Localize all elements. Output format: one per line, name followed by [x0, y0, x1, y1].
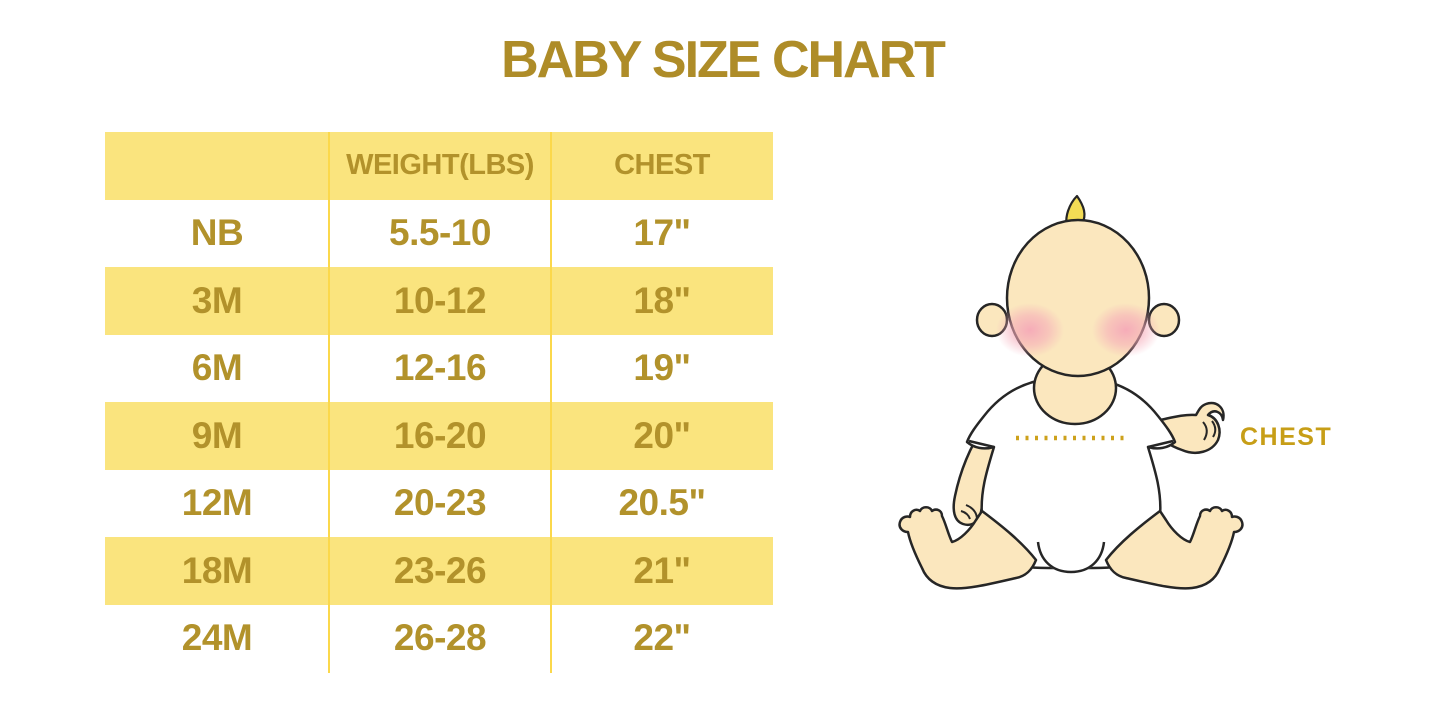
size-cell: 3M	[191, 279, 243, 321]
chest-cell: 20"	[633, 414, 691, 456]
weight-cell: 23-26	[393, 549, 487, 591]
size-cell: 12M	[181, 482, 253, 524]
size-cell: 6M	[191, 347, 243, 389]
table-header-row: WEIGHT(LBS) CHEST	[105, 132, 773, 200]
table-row: 9M 16-20 20"	[105, 402, 773, 470]
baby-left-cheek-blush	[996, 303, 1064, 357]
weight-cell: 5.5-10	[389, 212, 491, 254]
baby-diaper	[1036, 532, 1106, 574]
chest-cell: 20.5"	[618, 482, 706, 524]
baby-left-leg	[898, 506, 1038, 590]
column-header-chest: CHEST	[614, 149, 710, 182]
chest-label: CHEST	[1240, 423, 1333, 451]
column-divider	[549, 132, 553, 673]
size-cell: 9M	[191, 414, 243, 456]
page-title: BABY SIZE CHART	[501, 31, 946, 89]
weight-cell: 26-28	[393, 617, 487, 659]
chest-cell: 18"	[633, 279, 691, 321]
weight-cell: 20-23	[393, 482, 487, 524]
table-row: 3M 10-12 18"	[105, 267, 773, 335]
chest-cell: 17"	[633, 212, 691, 254]
weight-cell: 16-20	[393, 414, 487, 456]
chest-cell: 19"	[633, 347, 691, 389]
table-row: 24M 26-28 22"	[105, 605, 773, 673]
size-table: WEIGHT(LBS) CHEST NB 5.5-10 17" 3M 10-12…	[105, 132, 773, 673]
chest-cell: 22"	[633, 617, 691, 659]
baby-right-leg	[1104, 506, 1244, 590]
table-row: 18M 23-26 21"	[105, 537, 773, 605]
column-header-size	[105, 132, 329, 200]
weight-cell: 10-12	[393, 279, 487, 321]
baby-right-cheek-blush	[1092, 303, 1160, 357]
baby-illustration	[870, 180, 1340, 620]
size-cell: 24M	[181, 617, 253, 659]
sleeve-cuff-lines	[968, 439, 1174, 449]
size-cell: 18M	[181, 549, 253, 591]
weight-cell: 12-16	[393, 347, 487, 389]
chest-cell: 21"	[633, 549, 691, 591]
table-row: 12M 20-23 20.5"	[105, 470, 773, 538]
size-cell: NB	[190, 212, 244, 254]
table-row: 6M 12-16 19"	[105, 335, 773, 403]
column-divider	[327, 132, 331, 673]
table-row: NB 5.5-10 17"	[105, 200, 773, 268]
column-header-weight: WEIGHT(LBS)	[346, 149, 534, 182]
